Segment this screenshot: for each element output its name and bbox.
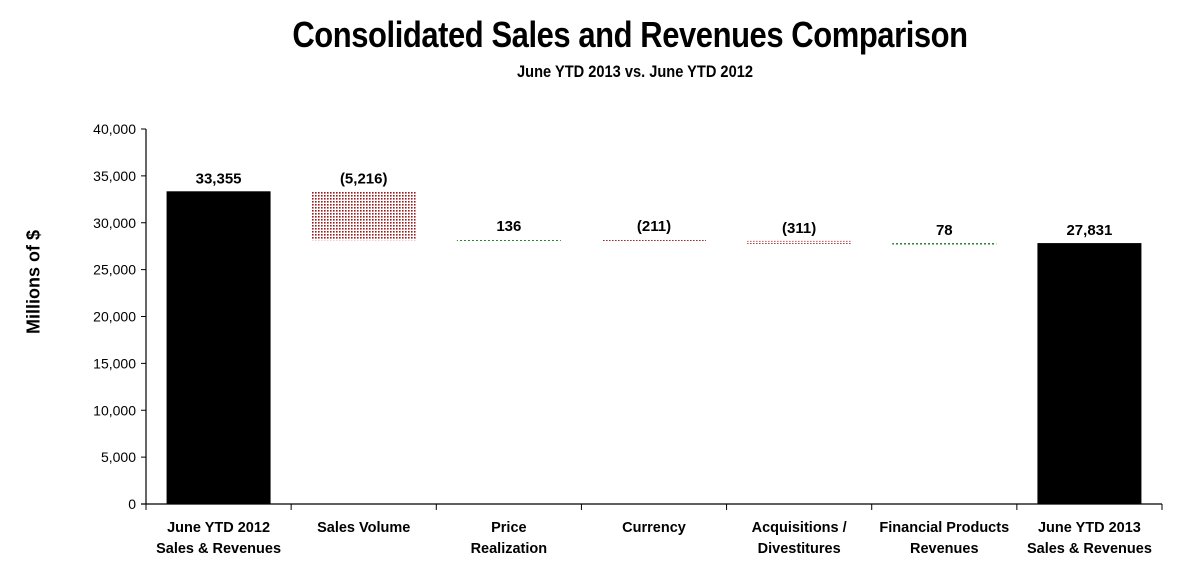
x-category-label: June YTD 2012: [167, 520, 270, 536]
y-tick-label: 0: [128, 496, 136, 512]
y-tick-label: 40,000: [93, 121, 136, 137]
y-tick-label: 10,000: [93, 402, 136, 418]
bar-total: [1037, 243, 1142, 504]
data-label: 136: [496, 218, 521, 235]
x-category-label: Price: [491, 520, 526, 536]
data-label: 27,831: [1066, 222, 1112, 239]
x-category-label: Currency: [622, 520, 686, 536]
bars: [166, 191, 1142, 504]
data-label: (5,216): [340, 170, 388, 187]
x-category-label: June YTD 2013: [1038, 520, 1141, 536]
bar-decrease: [602, 238, 706, 241]
axes: 0 5,000 10,000 15,000 20,000 25,000 30,000 35,0…: [93, 121, 1163, 512]
x-category-label: Sales & Revenues: [1027, 541, 1152, 557]
chart-subtitle: June YTD 2013 vs. June YTD 2012: [517, 62, 753, 81]
bar-total: [166, 191, 271, 504]
bar-increase: [456, 238, 561, 241]
bar-decrease: [747, 240, 852, 244]
labels: 33,355 June YTD 2012 Sales & Revenues (5,21…: [156, 170, 1152, 557]
y-tick-label: 35,000: [93, 168, 136, 184]
x-category-label: Sales Volume: [317, 520, 410, 536]
y-tick-label: 15,000: [93, 355, 136, 371]
y-tick-label: 20,000: [93, 309, 136, 325]
data-label: 78: [936, 222, 953, 239]
x-category-label: Financial Products: [879, 520, 1009, 536]
chart-title: Consolidated Sales and Revenues Comparis…: [292, 14, 968, 55]
x-category-label: Sales & Revenues: [156, 541, 281, 557]
bar-decrease: [311, 191, 416, 241]
data-label: 33,355: [196, 170, 242, 187]
y-tick-label: 25,000: [93, 262, 136, 278]
x-category-label: Realization: [471, 541, 548, 557]
y-tick-label: 5,000: [101, 449, 136, 465]
x-category-label: Divestitures: [758, 541, 841, 557]
x-category-label: Acquisitions /: [752, 520, 847, 536]
data-label: (311): [782, 220, 816, 237]
bar-increase: [892, 243, 997, 246]
data-label: (211): [637, 218, 671, 235]
x-category-label: Revenues: [910, 541, 979, 557]
y-tick-label: 30,000: [93, 215, 136, 231]
